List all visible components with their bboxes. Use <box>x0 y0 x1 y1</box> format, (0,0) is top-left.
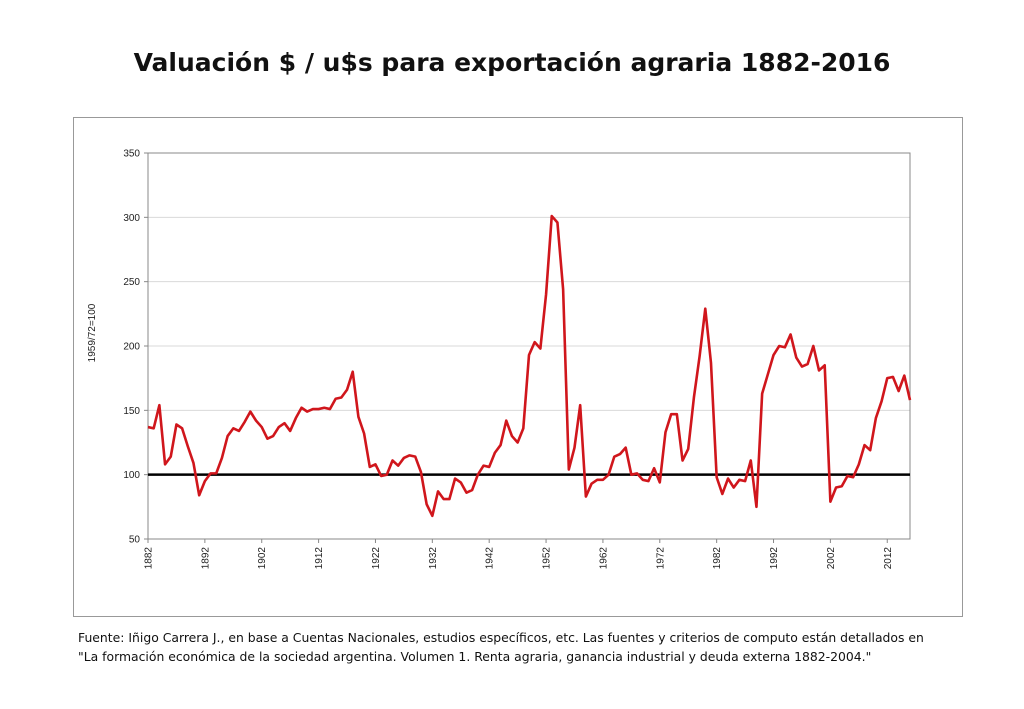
y-tick-label: 150 <box>123 406 140 417</box>
x-axis-ticks: 1882 1892 1902 1912 1922 1932 1942 1952 1962 1972… <box>144 539 894 569</box>
x-tick-label: 1982 <box>712 547 723 570</box>
x-tick-label: 1972 <box>655 547 666 570</box>
x-tick-label: 1912 <box>314 547 325 570</box>
series-line <box>147 214 912 518</box>
x-tick-label: 2002 <box>826 547 837 570</box>
x-tick-label: 1932 <box>428 547 439 570</box>
x-tick-label: 2012 <box>883 547 894 570</box>
x-tick-label: 1902 <box>257 547 268 570</box>
source-line-2: "La formación económica de la sociedad a… <box>78 649 872 664</box>
y-axis-label: 1959/72=100 <box>87 303 98 362</box>
source-line-1: Fuente: Iñigo Carrera J., en base a Cuen… <box>78 630 924 645</box>
x-tick-label: 1992 <box>769 547 780 570</box>
y-tick-label: 50 <box>129 535 141 546</box>
y-axis-ticks: 50 100 150 200 250 300 350 <box>123 149 148 546</box>
chart-title: Valuación $ / u$s para exportación agrar… <box>133 48 891 77</box>
x-tick-label: 1882 <box>144 547 155 570</box>
y-tick-label: 300 <box>123 213 140 224</box>
y-tick-label: 250 <box>123 277 140 288</box>
source-note: Fuente: Iñigo Carrera J., en base a Cuen… <box>78 628 958 666</box>
x-tick-label: 1892 <box>200 547 211 570</box>
y-tick-label: 350 <box>123 149 140 160</box>
x-tick-label: 1922 <box>371 547 382 570</box>
y-tick-label: 200 <box>123 342 140 353</box>
chart-frame <box>73 117 963 617</box>
x-tick-label: 1962 <box>598 547 609 570</box>
gridlines <box>148 216 910 476</box>
y-tick-label: 100 <box>123 470 140 481</box>
plot-area <box>147 152 911 540</box>
x-tick-label: 1952 <box>542 547 553 570</box>
x-tick-label: 1942 <box>485 547 496 570</box>
